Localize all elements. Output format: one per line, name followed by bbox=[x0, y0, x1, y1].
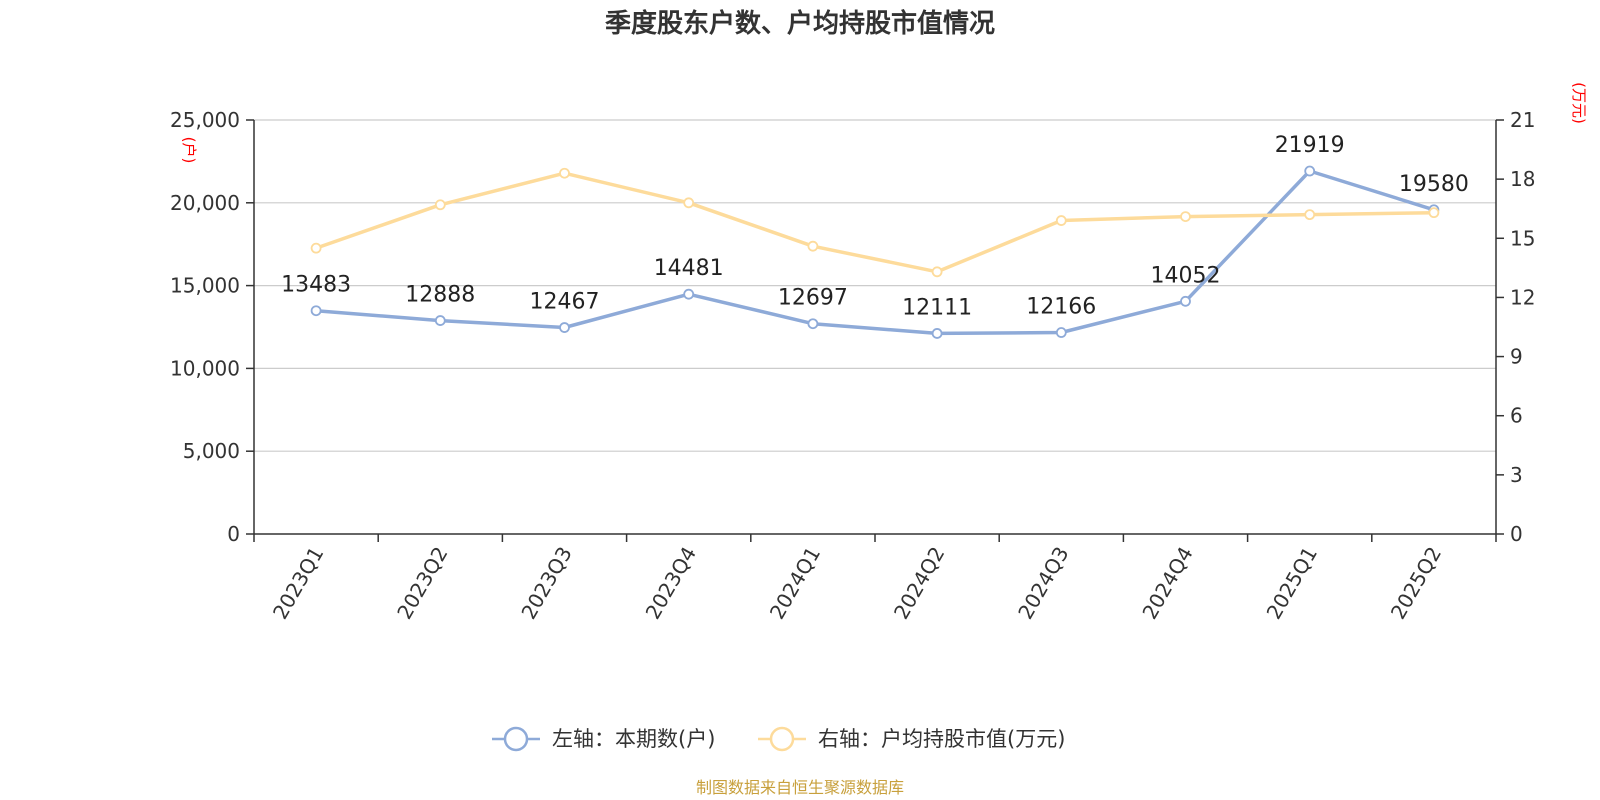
right-tick-label: 0 bbox=[1510, 522, 1523, 546]
chart-title: 季度股东户数、户均持股市值情况 bbox=[605, 8, 995, 39]
data-label: 14052 bbox=[1151, 263, 1221, 288]
data-label: 12467 bbox=[530, 290, 600, 315]
data-label: 12697 bbox=[778, 286, 848, 311]
left-axis-unit: (户) bbox=[180, 137, 198, 164]
data-point bbox=[1304, 209, 1316, 221]
data-point bbox=[1304, 165, 1316, 177]
legend-swatch-marker bbox=[503, 726, 529, 752]
data-label: 12166 bbox=[1026, 295, 1096, 320]
right-tick-label: 3 bbox=[1510, 463, 1523, 487]
right-tick-label: 18 bbox=[1510, 167, 1535, 191]
data-label: 21919 bbox=[1275, 133, 1345, 158]
data-label: 19580 bbox=[1399, 172, 1469, 197]
legend-label-households: 左轴：本期数(户) bbox=[552, 727, 715, 751]
data-point bbox=[683, 197, 695, 209]
x-tick-label: 2023Q2 bbox=[392, 543, 452, 624]
x-axis-ticks: 2023Q1 2023Q2 2023Q3 2023Q4 2024Q1 2024Q2 2024… bbox=[253, 534, 1497, 624]
x-tick-label: 2024Q3 bbox=[1013, 543, 1073, 624]
data-point bbox=[559, 322, 570, 333]
right-tick-label: 6 bbox=[1510, 404, 1523, 428]
left-tick-label: 25,000 bbox=[170, 108, 240, 132]
data-point bbox=[807, 240, 819, 252]
right-axis-unit: (万元) bbox=[1570, 82, 1588, 124]
series-line bbox=[315, 169, 1435, 336]
x-tick-label: 2023Q3 bbox=[516, 543, 576, 624]
data-point bbox=[1180, 211, 1191, 223]
data-point bbox=[807, 318, 819, 330]
legend-item-market-value[interactable]: 右轴：户均持股市值(万元) bbox=[758, 726, 1065, 752]
x-tick-label: 2023Q1 bbox=[268, 543, 328, 624]
x-tick-label: 2025Q1 bbox=[1262, 543, 1322, 624]
x-tick-label: 2023Q4 bbox=[641, 543, 701, 624]
data-point bbox=[434, 315, 446, 326]
data-label: 12888 bbox=[405, 283, 475, 308]
right-tick-label: 21 bbox=[1510, 108, 1535, 132]
data-label: 14481 bbox=[654, 256, 724, 281]
left-tick-label: 10,000 bbox=[170, 356, 240, 380]
data-label: 12111 bbox=[902, 295, 972, 320]
data-point bbox=[310, 242, 322, 254]
left-tick-label: 0 bbox=[227, 522, 240, 546]
x-tick-label: 2025Q2 bbox=[1386, 543, 1446, 624]
right-tick-label: 9 bbox=[1510, 345, 1523, 369]
series-1: 13483 12888 12467 14481 12697 12111 12166 14052… bbox=[281, 133, 1469, 339]
data-point bbox=[310, 305, 322, 317]
legend-swatch-marker bbox=[769, 726, 795, 752]
left-axis-ticks: 0 5,000 10,000 15,000 20,000 25,000 bbox=[170, 108, 254, 546]
data-point bbox=[559, 167, 570, 179]
series-line bbox=[315, 171, 1434, 274]
series-2 bbox=[310, 167, 1440, 278]
x-tick-label: 2024Q2 bbox=[889, 543, 949, 624]
data-point bbox=[434, 199, 446, 211]
legend: 左轴：本期数(户) 右轴：户均持股市值(万元) bbox=[492, 726, 1065, 752]
data-point bbox=[1180, 295, 1191, 307]
right-tick-label: 15 bbox=[1510, 226, 1535, 250]
right-axis-ticks: 0 3 6 9 12 15 18 21 bbox=[1496, 108, 1535, 546]
x-tick-label: 2024Q4 bbox=[1137, 543, 1197, 624]
data-point bbox=[1428, 207, 1440, 219]
source-note: 制图数据来自恒生聚源数据库 bbox=[696, 778, 904, 797]
data-point bbox=[683, 288, 695, 300]
data-label: 13483 bbox=[281, 273, 351, 298]
grid bbox=[254, 119, 1496, 452]
left-tick-label: 5,000 bbox=[183, 439, 240, 463]
right-tick-label: 12 bbox=[1510, 285, 1535, 309]
left-tick-label: 15,000 bbox=[170, 274, 240, 298]
legend-item-households[interactable]: 左轴：本期数(户) bbox=[492, 726, 715, 752]
data-point bbox=[931, 328, 943, 339]
data-point bbox=[931, 266, 943, 278]
data-point bbox=[1055, 327, 1067, 338]
data-point bbox=[1055, 215, 1067, 226]
legend-label-market-value: 右轴：户均持股市值(万元) bbox=[818, 727, 1065, 751]
left-tick-label: 20,000 bbox=[170, 191, 240, 215]
x-tick-label: 2024Q1 bbox=[765, 543, 825, 624]
series-layer: 13483 12888 12467 14481 12697 12111 12166 14052… bbox=[281, 133, 1469, 339]
